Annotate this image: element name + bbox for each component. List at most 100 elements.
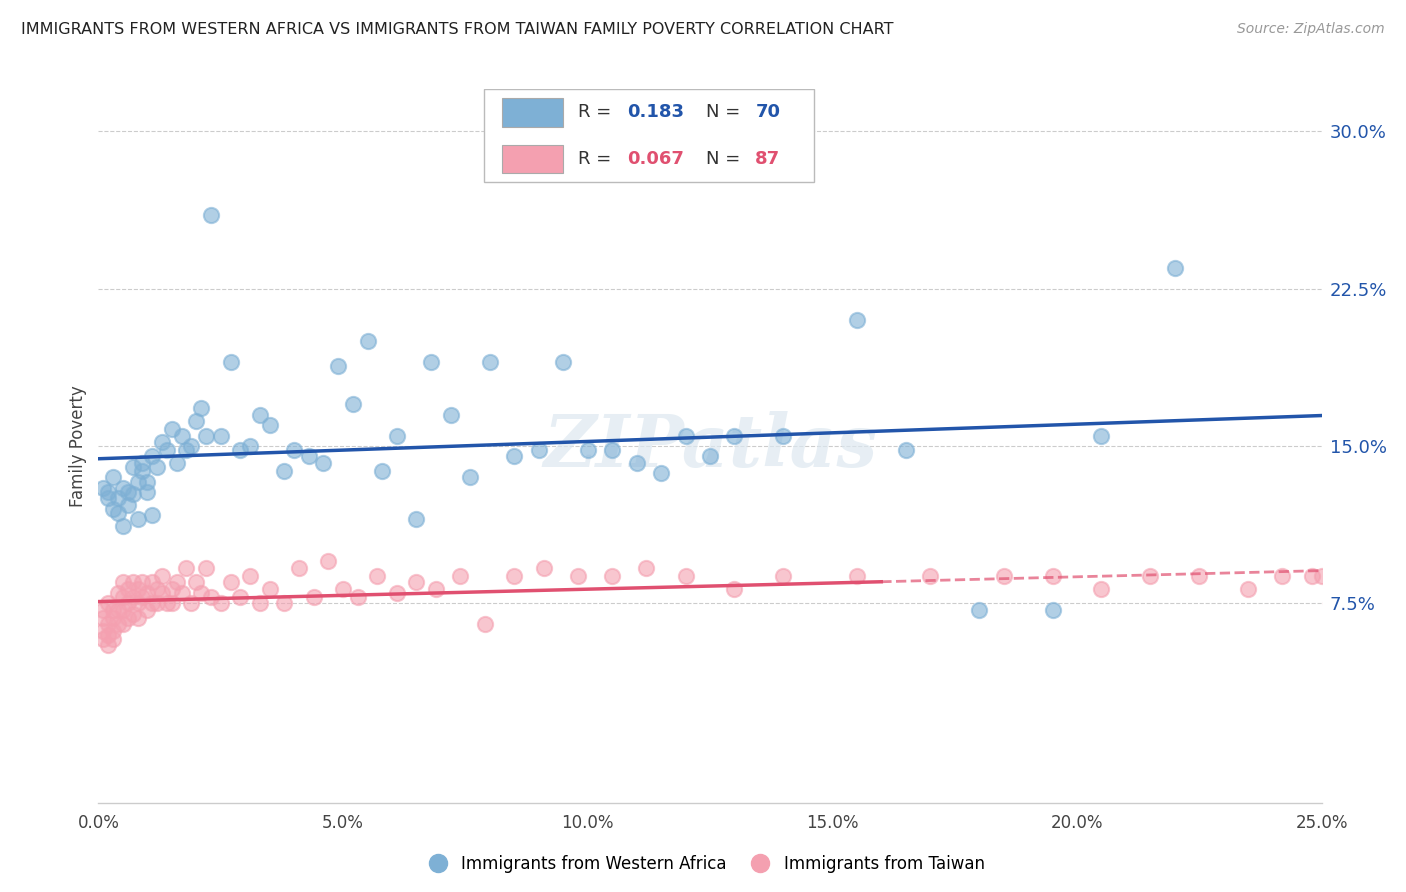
Point (136, 485, 159, 500)
Point (117, 611, 139, 625)
Text: IMMIGRANTS FROM WESTERN AFRICA VS IMMIGRANTS FROM TAIWAN FAMILY POVERTY CORRELAT: IMMIGRANTS FROM WESTERN AFRICA VS IMMIGR… (21, 22, 894, 37)
Point (131, 575, 153, 590)
Point (195, 428, 218, 442)
Point (150, 434, 173, 449)
Point (845, 569, 868, 583)
Point (600, 443, 623, 458)
Point (111, 603, 134, 617)
Point (600, 569, 623, 583)
Point (101, 611, 124, 625)
Point (97, 485, 120, 500)
Point (675, 569, 697, 583)
Point (772, 569, 794, 583)
Point (127, 582, 149, 596)
Point (385, 586, 408, 600)
Point (117, 498, 139, 512)
Point (298, 450, 321, 464)
Point (186, 414, 208, 428)
Point (675, 428, 697, 442)
Point (107, 506, 129, 520)
Point (576, 443, 599, 458)
Point (209, 596, 232, 610)
Point (127, 512, 149, 526)
FancyBboxPatch shape (484, 89, 814, 182)
Y-axis label: Family Poverty: Family Poverty (69, 385, 87, 507)
Point (302, 590, 325, 604)
Point (180, 439, 202, 453)
Point (1164, 260, 1187, 275)
Point (141, 575, 163, 590)
Point (553, 355, 575, 369)
Point (626, 456, 648, 470)
Point (141, 450, 163, 464)
Point (170, 586, 193, 600)
Point (699, 450, 721, 464)
Point (249, 596, 271, 610)
Point (259, 582, 281, 596)
Point (121, 607, 143, 621)
Point (478, 355, 501, 369)
Point (170, 428, 193, 442)
Point (567, 569, 589, 583)
Point (150, 586, 173, 600)
Point (156, 443, 179, 458)
Point (97, 596, 120, 610)
Text: 70: 70 (755, 103, 780, 121)
Point (195, 560, 218, 574)
Point (127, 596, 149, 610)
Point (107, 491, 129, 506)
Point (283, 443, 305, 458)
Point (229, 443, 252, 458)
Point (894, 443, 917, 458)
Point (425, 582, 447, 596)
Point (723, 582, 745, 596)
Point (91, 611, 114, 625)
Point (101, 470, 124, 484)
Point (527, 443, 550, 458)
Point (650, 467, 672, 481)
Point (107, 603, 129, 617)
Point (200, 590, 222, 604)
Point (180, 596, 202, 610)
Point (190, 586, 212, 600)
Point (160, 582, 183, 596)
Point (117, 582, 139, 596)
Point (97, 628, 120, 642)
Point (117, 485, 139, 500)
Point (249, 408, 271, 422)
Point (166, 575, 188, 590)
Point (150, 569, 173, 583)
Point (107, 617, 129, 632)
Point (371, 464, 394, 478)
Point (420, 355, 443, 369)
Point (131, 464, 153, 478)
Point (405, 512, 427, 526)
Text: Source: ZipAtlas.com: Source: ZipAtlas.com (1237, 22, 1385, 37)
Point (346, 590, 368, 604)
Point (1310, 569, 1333, 583)
Point (141, 596, 163, 610)
Point (259, 417, 281, 432)
Point (91, 624, 114, 638)
Point (121, 460, 143, 475)
Point (136, 603, 159, 617)
Text: 0.067: 0.067 (627, 150, 683, 168)
Point (636, 560, 658, 574)
FancyBboxPatch shape (502, 98, 564, 127)
Point (318, 554, 340, 568)
Legend: Immigrants from Western Africa, Immigrants from Taiwan: Immigrants from Western Africa, Immigran… (415, 848, 991, 880)
Point (1237, 582, 1260, 596)
Point (356, 334, 378, 348)
Point (209, 428, 232, 442)
Point (136, 586, 159, 600)
Point (91, 632, 114, 646)
Point (97, 639, 120, 653)
Point (91, 603, 114, 617)
Point (91, 481, 114, 495)
Point (97, 617, 120, 632)
Point (101, 502, 124, 516)
Point (166, 456, 188, 470)
Text: R =: R = (578, 150, 617, 168)
Point (920, 569, 942, 583)
Text: R =: R = (578, 103, 617, 121)
